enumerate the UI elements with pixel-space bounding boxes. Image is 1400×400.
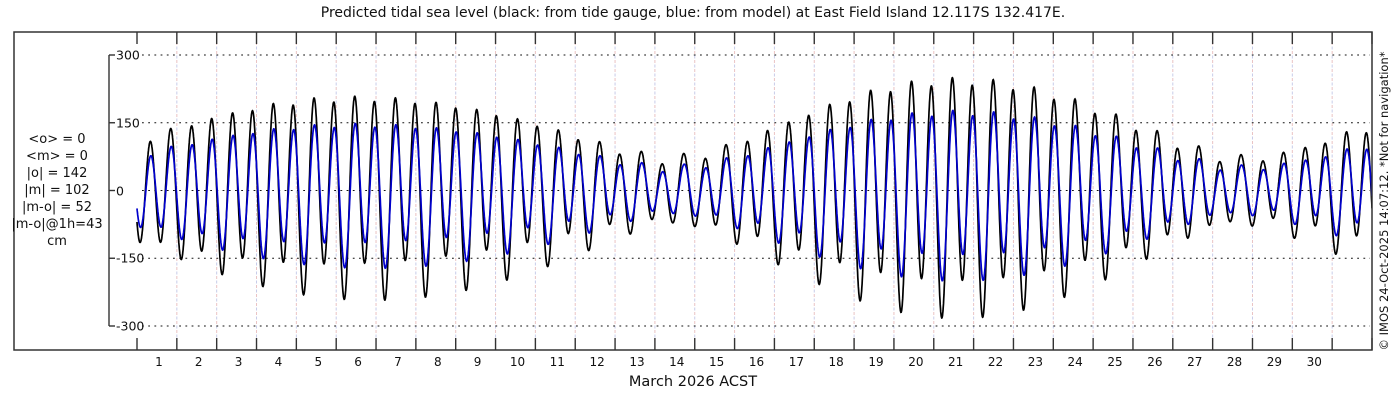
x-day-label: 12 <box>589 355 605 369</box>
stat-line: |m-o|@1h=43 <box>11 217 103 232</box>
stat-line: |m| = 102 <box>24 183 90 198</box>
copyright-watermark: © IMOS 24-Oct-2025 14:07:12. *Not for na… <box>1377 51 1391 351</box>
x-day-label: 1 <box>155 355 163 369</box>
x-day-label: 30 <box>1306 355 1322 369</box>
stats-block: <o> = 0 <m> = 0 |o| = 142 |m| = 102 |m-o| = … <box>6 131 108 250</box>
chart-title: Predicted tidal sea level (black: from t… <box>320 5 1066 21</box>
x-day-label: 4 <box>274 355 283 369</box>
x-day-label: 26 <box>1147 355 1163 369</box>
x-day-label: 9 <box>473 355 482 369</box>
x-day-label: 17 <box>788 355 804 369</box>
stat-line: <o> = 0 <box>28 132 86 147</box>
y-tick-label: -300 <box>116 318 145 334</box>
x-day-label: 25 <box>1107 355 1123 369</box>
x-axis-label: March 2026 ACST <box>628 374 758 390</box>
x-day-label: 27 <box>1187 355 1203 369</box>
x-day-label: 3 <box>234 355 243 369</box>
plot-frame <box>13 31 1373 351</box>
x-day-label: 10 <box>509 355 526 369</box>
x-day-label: 11 <box>549 355 565 369</box>
observed-series-line <box>136 76 1372 319</box>
x-day-label: 5 <box>314 355 323 369</box>
x-day-label: 20 <box>908 355 924 369</box>
x-day-label: 19 <box>868 355 884 369</box>
stat-line: cm <box>47 234 67 249</box>
x-day-label: 6 <box>354 355 362 369</box>
model-series-line <box>136 109 1372 282</box>
stat-line: |m-o| = 52 <box>21 200 92 215</box>
x-day-label: 16 <box>748 355 765 369</box>
x-day-label: 18 <box>828 355 844 369</box>
x-day-label: 23 <box>1027 355 1043 369</box>
x-day-label: 24 <box>1067 355 1083 369</box>
x-day-label: 8 <box>433 355 442 369</box>
x-day-label: 22 <box>987 355 1004 369</box>
x-day-label: 13 <box>629 355 645 369</box>
x-day-label: 28 <box>1226 355 1243 369</box>
y-tick-label: 0 <box>116 183 124 198</box>
x-day-label: 2 <box>194 355 203 369</box>
x-day-label: 29 <box>1266 355 1283 369</box>
y-tick-label: 300 <box>116 47 140 63</box>
y-tick-label: 150 <box>116 115 140 131</box>
y-tick-label: -150 <box>116 250 145 266</box>
x-day-label: 21 <box>948 355 964 369</box>
stat-line: |o| = 142 <box>26 166 88 181</box>
x-day-label: 15 <box>709 355 725 369</box>
stat-line: <m> = 0 <box>26 149 88 164</box>
x-day-label: 7 <box>394 355 402 369</box>
x-day-label: 14 <box>669 355 685 369</box>
